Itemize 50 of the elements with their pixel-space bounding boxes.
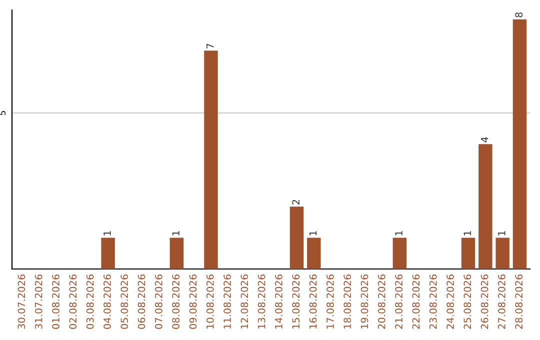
data-label: 4 xyxy=(481,137,488,142)
x-tick-label: 24.08.2026 xyxy=(446,274,454,329)
x-tick-label: 20.08.2026 xyxy=(378,274,386,329)
data-label: 1 xyxy=(172,231,180,236)
x-tick-label: 04.08.2026 xyxy=(104,274,111,329)
data-label: 7 xyxy=(206,44,214,48)
data-label: 1 xyxy=(395,231,402,236)
bar xyxy=(392,238,407,269)
bar xyxy=(290,206,304,269)
x-tick-label: 28.08.2026 xyxy=(515,274,523,329)
x-tick-label: 16.08.2026 xyxy=(309,274,317,328)
x-tick-label: 31.07.2026 xyxy=(34,274,42,329)
x-tick-label: 17.08.2026 xyxy=(326,274,334,328)
bar xyxy=(461,238,476,269)
x-tick-label: 05.08.2026 xyxy=(120,274,128,329)
x-tick-label: 26.08.2026 xyxy=(480,274,488,329)
x-tick-label: 11.08.2026 xyxy=(224,274,231,328)
x-tick-label: 27.08.2026 xyxy=(498,274,506,329)
x-tick-label: 21.08.2026 xyxy=(395,274,402,329)
bar xyxy=(496,238,510,269)
data-label: 1 xyxy=(464,231,471,236)
bar xyxy=(512,19,527,269)
x-tick-label: 30.07.2026 xyxy=(18,274,26,329)
data-label: 1 xyxy=(498,231,506,236)
bar xyxy=(478,144,492,269)
x-tick-label: 23.08.2026 xyxy=(429,274,437,329)
x-tick-label: 02.08.2026 xyxy=(69,274,77,329)
x-tick-label: 18.08.2026 xyxy=(344,274,352,328)
x-tick-label: 06.08.2026 xyxy=(138,274,146,329)
x-tick-label: 03.08.2026 xyxy=(86,274,94,329)
x-tick-label: 09.08.2026 xyxy=(189,274,197,329)
bar xyxy=(101,238,115,269)
x-tick-label: 25.08.2026 xyxy=(464,274,472,329)
x-tick-label: 14.08.2026 xyxy=(275,274,282,328)
x-tick-label: 13.08.2026 xyxy=(258,274,266,328)
x-tick-label: 01.08.2026 xyxy=(52,274,60,329)
data-label: 8 xyxy=(515,12,523,18)
data-label: 1 xyxy=(309,231,317,236)
x-tick-label: 12.08.2026 xyxy=(240,274,248,328)
data-label: 2 xyxy=(292,200,300,204)
bar xyxy=(307,238,321,269)
x-tick-label: 22.08.2026 xyxy=(412,274,420,329)
bar xyxy=(204,50,218,269)
x-tick-label: 10.08.2026 xyxy=(206,274,214,328)
x-tick-label: 07.08.2026 xyxy=(154,274,162,329)
x-tick-label: 15.08.2026 xyxy=(292,274,300,328)
x-tick-label: 08.08.2026 xyxy=(172,274,180,329)
data-label: 1 xyxy=(104,231,111,236)
x-tick-label: 19.08.2026 xyxy=(360,274,368,328)
bar xyxy=(170,238,184,269)
